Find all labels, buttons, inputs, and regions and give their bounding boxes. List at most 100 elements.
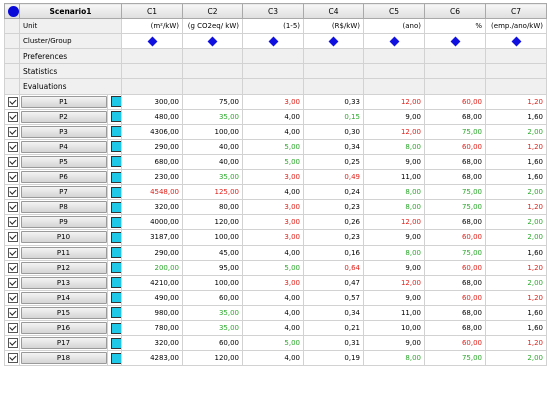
value-cell[interactable]: 75,00 <box>424 244 487 261</box>
checkbox-checked-icon[interactable] <box>8 338 18 349</box>
checkbox-checked-icon[interactable] <box>8 202 18 213</box>
value-cell[interactable]: 2,00 <box>485 274 548 291</box>
value-cell[interactable]: 0,34 <box>303 138 365 155</box>
alternative-button[interactable]: P3 <box>20 125 107 138</box>
value-cell[interactable]: 480,00 <box>121 108 184 125</box>
value-cell[interactable]: 1,60 <box>485 319 548 337</box>
color-swatch-cell[interactable] <box>106 169 123 186</box>
value-cell[interactable]: 12,00 <box>363 214 426 231</box>
column-header-c6[interactable]: C6 <box>424 2 487 20</box>
alternative-button[interactable]: P7 <box>20 186 107 199</box>
value-cell[interactable]: 9,00 <box>363 289 426 306</box>
value-cell[interactable]: 60,00 <box>182 289 244 306</box>
row-checkbox-cell[interactable] <box>4 244 20 261</box>
value-cell[interactable]: 290,00 <box>121 138 184 155</box>
color-swatch[interactable] <box>111 352 121 364</box>
checkbox-checked-icon[interactable] <box>8 232 18 243</box>
value-cell[interactable]: 11,00 <box>363 304 426 321</box>
value-cell[interactable]: 0,64 <box>303 259 365 276</box>
value-cell[interactable]: 3,00 <box>242 274 305 291</box>
cluster-cell[interactable] <box>303 33 365 50</box>
value-cell[interactable]: 1,60 <box>485 108 548 125</box>
color-swatch-cell[interactable] <box>106 214 123 231</box>
value-cell[interactable]: 9,00 <box>363 335 426 352</box>
cluster-cell[interactable] <box>242 33 305 50</box>
checkbox-checked-icon[interactable] <box>8 156 18 167</box>
row-checkbox-cell[interactable] <box>4 335 20 352</box>
color-swatch[interactable] <box>111 292 121 304</box>
color-swatch-cell[interactable] <box>106 199 123 216</box>
value-cell[interactable]: 320,00 <box>121 199 184 216</box>
cluster-cell[interactable] <box>485 33 548 50</box>
blue-diamond-icon[interactable] <box>328 36 339 47</box>
alternative-button[interactable]: P2 <box>20 110 107 123</box>
color-swatch-cell[interactable] <box>106 153 123 171</box>
checkbox-checked-icon[interactable] <box>8 353 18 364</box>
color-swatch[interactable] <box>111 277 121 289</box>
value-cell[interactable]: 4,00 <box>242 350 305 367</box>
value-cell[interactable]: 200,00 <box>121 259 184 276</box>
value-cell[interactable]: 4283,00 <box>121 350 184 367</box>
value-cell[interactable]: 0,19 <box>303 350 365 367</box>
color-swatch-cell[interactable] <box>106 123 123 140</box>
cluster-cell[interactable] <box>182 33 244 50</box>
color-swatch-cell[interactable] <box>106 289 123 306</box>
value-cell[interactable]: 8,00 <box>363 350 426 367</box>
value-cell[interactable]: 1,20 <box>485 138 548 155</box>
value-cell[interactable]: 9,00 <box>363 229 426 246</box>
cluster-cell[interactable] <box>363 33 426 50</box>
value-cell[interactable]: 40,00 <box>182 138 244 155</box>
value-cell[interactable]: 9,00 <box>363 153 426 171</box>
value-cell[interactable]: 0,34 <box>303 304 365 321</box>
cluster-cell[interactable] <box>121 33 184 50</box>
checkbox-checked-icon[interactable] <box>8 262 18 273</box>
select-all-cell[interactable] <box>4 2 20 20</box>
value-cell[interactable]: 35,00 <box>182 108 244 125</box>
checkbox-checked-icon[interactable] <box>8 111 18 122</box>
value-cell[interactable]: 68,00 <box>424 319 487 337</box>
alternative-button[interactable]: P18 <box>20 352 107 365</box>
section-label-preferences[interactable]: Preferences <box>18 48 123 65</box>
value-cell[interactable]: 2,00 <box>485 184 548 201</box>
value-cell[interactable]: 0,21 <box>303 319 365 337</box>
color-swatch-cell[interactable] <box>106 229 123 246</box>
value-cell[interactable]: 4,00 <box>242 123 305 140</box>
row-checkbox-cell[interactable] <box>4 123 20 140</box>
checkbox-checked-icon[interactable] <box>8 141 18 152</box>
blue-diamond-icon[interactable] <box>207 36 218 47</box>
value-cell[interactable]: 4000,00 <box>121 214 184 231</box>
blue-diamond-icon[interactable] <box>511 36 521 47</box>
unit-cell[interactable]: (1-5) <box>242 18 305 35</box>
alternative-button[interactable]: P6 <box>20 171 107 184</box>
value-cell[interactable]: 780,00 <box>121 319 184 337</box>
value-cell[interactable]: 8,00 <box>363 244 426 261</box>
value-cell[interactable]: 0,33 <box>303 93 365 110</box>
blue-diamond-icon[interactable] <box>389 36 399 47</box>
row-checkbox-cell[interactable] <box>4 108 20 125</box>
column-header-c3[interactable]: C3 <box>242 2 305 20</box>
value-cell[interactable]: 1,60 <box>485 169 548 186</box>
value-cell[interactable]: 1,60 <box>485 244 548 261</box>
value-cell[interactable]: 75,00 <box>182 93 244 110</box>
row-checkbox-cell[interactable] <box>4 153 20 171</box>
value-cell[interactable]: 75,00 <box>424 350 487 367</box>
checkbox-checked-icon[interactable] <box>8 292 18 303</box>
unit-cell[interactable]: % <box>424 18 487 35</box>
color-swatch[interactable] <box>111 201 121 213</box>
value-cell[interactable]: 0,26 <box>303 214 365 231</box>
color-swatch[interactable] <box>111 126 121 138</box>
column-header-c1[interactable]: C1 <box>121 2 184 20</box>
checkbox-checked-icon[interactable] <box>8 307 18 318</box>
value-cell[interactable]: 120,00 <box>182 214 244 231</box>
value-cell[interactable]: 2,00 <box>485 350 548 367</box>
value-cell[interactable]: 95,00 <box>182 259 244 276</box>
alternative-button[interactable]: P17 <box>20 337 107 350</box>
checkbox-checked-icon[interactable] <box>8 172 18 183</box>
value-cell[interactable]: 3187,00 <box>121 229 184 246</box>
color-swatch[interactable] <box>111 262 121 274</box>
value-cell[interactable]: 60,00 <box>424 229 487 246</box>
checkbox-checked-icon[interactable] <box>8 277 18 288</box>
value-cell[interactable]: 68,00 <box>424 214 487 231</box>
color-swatch-cell[interactable] <box>106 138 123 155</box>
color-swatch-cell[interactable] <box>106 244 123 261</box>
